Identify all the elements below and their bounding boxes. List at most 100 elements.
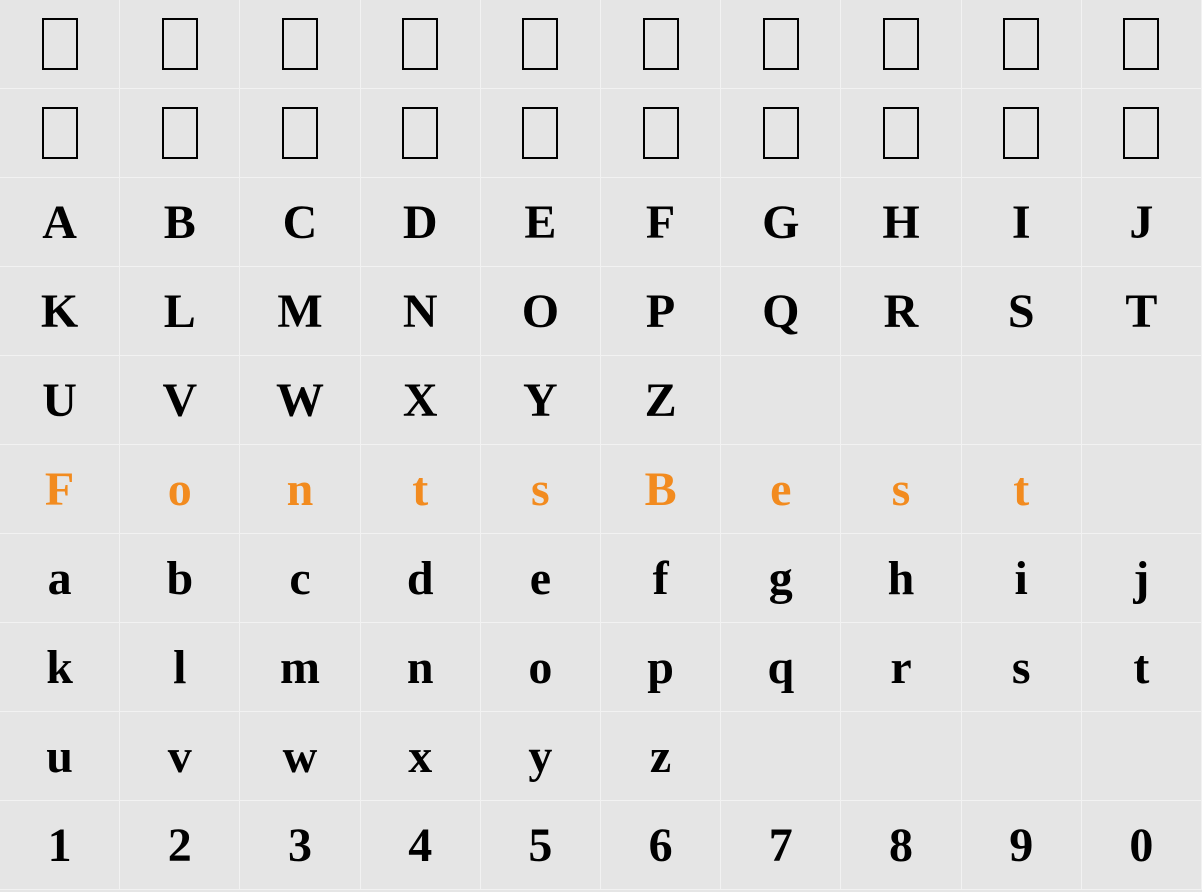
glyph-char: z <box>650 729 671 784</box>
glyph-char: s <box>531 462 550 517</box>
glyph-char: s <box>1012 640 1031 695</box>
glyph-cell: t <box>962 445 1082 534</box>
glyph-cell: L <box>120 267 240 356</box>
glyph-char: k <box>46 640 73 695</box>
glyph-char: K <box>41 284 78 339</box>
glyph-char: y <box>528 729 552 784</box>
glyph-cell: e <box>481 534 601 623</box>
empty-cell <box>841 712 961 801</box>
glyph-cell: B <box>601 445 721 534</box>
glyph-cell: k <box>0 623 120 712</box>
glyph-cell: Z <box>601 356 721 445</box>
glyph-cell: M <box>240 267 360 356</box>
glyph-cell: 6 <box>601 801 721 890</box>
glyph-cell: O <box>481 267 601 356</box>
glyph-cell: n <box>240 445 360 534</box>
glyph-char: g <box>769 551 793 606</box>
glyph-cell: 2 <box>120 801 240 890</box>
glyph-cell: 4 <box>361 801 481 890</box>
glyph-cell: t <box>361 445 481 534</box>
glyph-char: M <box>277 284 322 339</box>
missing-glyph-icon <box>643 107 679 159</box>
glyph-placeholder-cell <box>841 0 961 89</box>
glyph-cell: F <box>0 445 120 534</box>
glyph-cell: b <box>120 534 240 623</box>
glyph-char: 8 <box>889 818 913 873</box>
glyph-char: w <box>283 729 318 784</box>
glyph-cell: x <box>361 712 481 801</box>
glyph-char: Q <box>762 284 799 339</box>
glyph-placeholder-cell <box>1082 89 1202 178</box>
glyph-cell: n <box>361 623 481 712</box>
glyph-cell: 5 <box>481 801 601 890</box>
glyph-cell: r <box>841 623 961 712</box>
glyph-cell: H <box>841 178 961 267</box>
glyph-placeholder-cell <box>120 89 240 178</box>
glyph-char: A <box>42 195 77 250</box>
glyph-cell: o <box>481 623 601 712</box>
glyph-cell: s <box>841 445 961 534</box>
glyph-cell: m <box>240 623 360 712</box>
missing-glyph-icon <box>1123 107 1159 159</box>
glyph-placeholder-cell <box>962 0 1082 89</box>
glyph-cell: y <box>481 712 601 801</box>
glyph-cell: 0 <box>1082 801 1202 890</box>
empty-cell <box>1082 356 1202 445</box>
glyph-cell: 7 <box>721 801 841 890</box>
glyph-cell: C <box>240 178 360 267</box>
glyph-char: t <box>412 462 428 517</box>
glyph-cell: w <box>240 712 360 801</box>
glyph-cell: d <box>361 534 481 623</box>
glyph-char: a <box>48 551 72 606</box>
glyph-char: 9 <box>1009 818 1033 873</box>
glyph-cell: P <box>601 267 721 356</box>
missing-glyph-icon <box>1003 18 1039 70</box>
glyph-char: F <box>646 195 675 250</box>
missing-glyph-icon <box>42 107 78 159</box>
glyph-char: u <box>46 729 73 784</box>
glyph-cell: h <box>841 534 961 623</box>
glyph-cell: i <box>962 534 1082 623</box>
glyph-cell: s <box>481 445 601 534</box>
missing-glyph-icon <box>402 107 438 159</box>
glyph-cell: s <box>962 623 1082 712</box>
glyph-char: N <box>403 284 438 339</box>
glyph-cell: R <box>841 267 961 356</box>
glyph-char: d <box>407 551 434 606</box>
glyph-char: m <box>280 640 320 695</box>
glyph-cell: I <box>962 178 1082 267</box>
glyph-char: J <box>1129 195 1153 250</box>
glyph-char: O <box>522 284 559 339</box>
glyph-cell: o <box>120 445 240 534</box>
glyph-cell: T <box>1082 267 1202 356</box>
glyph-cell: Y <box>481 356 601 445</box>
glyph-placeholder-cell <box>0 89 120 178</box>
glyph-char: v <box>168 729 192 784</box>
glyph-char: 0 <box>1129 818 1153 873</box>
glyph-cell: v <box>120 712 240 801</box>
glyph-char: 3 <box>288 818 312 873</box>
glyph-char: I <box>1012 195 1031 250</box>
glyph-cell: X <box>361 356 481 445</box>
glyph-char: E <box>524 195 556 250</box>
glyph-char: e <box>530 551 551 606</box>
glyph-cell: f <box>601 534 721 623</box>
glyph-char: i <box>1015 551 1028 606</box>
glyph-placeholder-cell <box>361 89 481 178</box>
glyph-char: B <box>645 462 677 517</box>
glyph-placeholder-cell <box>962 89 1082 178</box>
glyph-char: P <box>646 284 675 339</box>
glyph-char: c <box>289 551 310 606</box>
glyph-char: h <box>888 551 915 606</box>
glyph-char: q <box>767 640 794 695</box>
glyph-placeholder-cell <box>841 89 961 178</box>
missing-glyph-icon <box>643 18 679 70</box>
glyph-cell: W <box>240 356 360 445</box>
glyph-char: 5 <box>528 818 552 873</box>
glyph-char: U <box>42 373 77 428</box>
glyph-cell: A <box>0 178 120 267</box>
glyph-cell: q <box>721 623 841 712</box>
glyph-char: Z <box>645 373 677 428</box>
glyph-cell: B <box>120 178 240 267</box>
glyph-char: f <box>653 551 669 606</box>
